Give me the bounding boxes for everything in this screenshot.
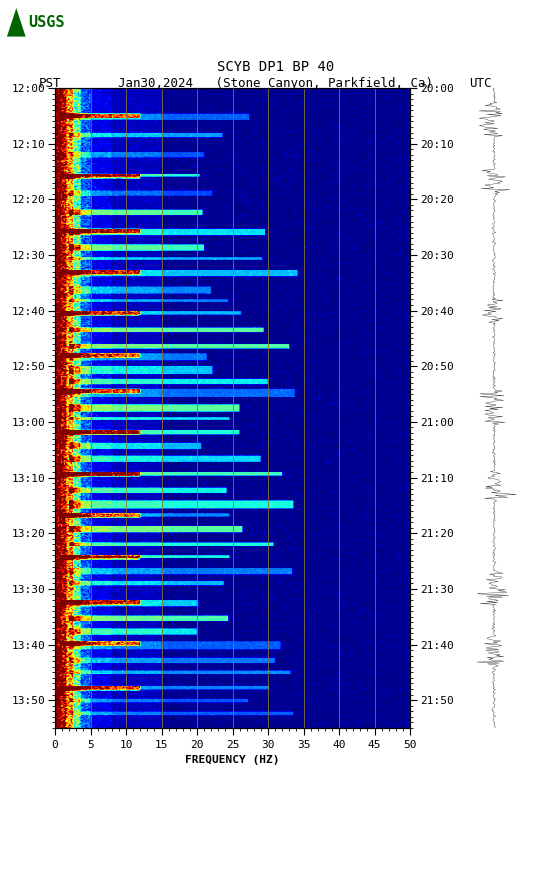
Text: PST: PST — [39, 78, 61, 90]
X-axis label: FREQUENCY (HZ): FREQUENCY (HZ) — [185, 756, 280, 765]
Text: SCYB DP1 BP 40: SCYB DP1 BP 40 — [217, 60, 335, 74]
Text: UTC: UTC — [469, 78, 491, 90]
Polygon shape — [7, 8, 25, 37]
Text: USGS: USGS — [29, 15, 65, 29]
Text: Jan30,2024   (Stone Canyon, Parkfield, Ca): Jan30,2024 (Stone Canyon, Parkfield, Ca) — [119, 78, 433, 90]
